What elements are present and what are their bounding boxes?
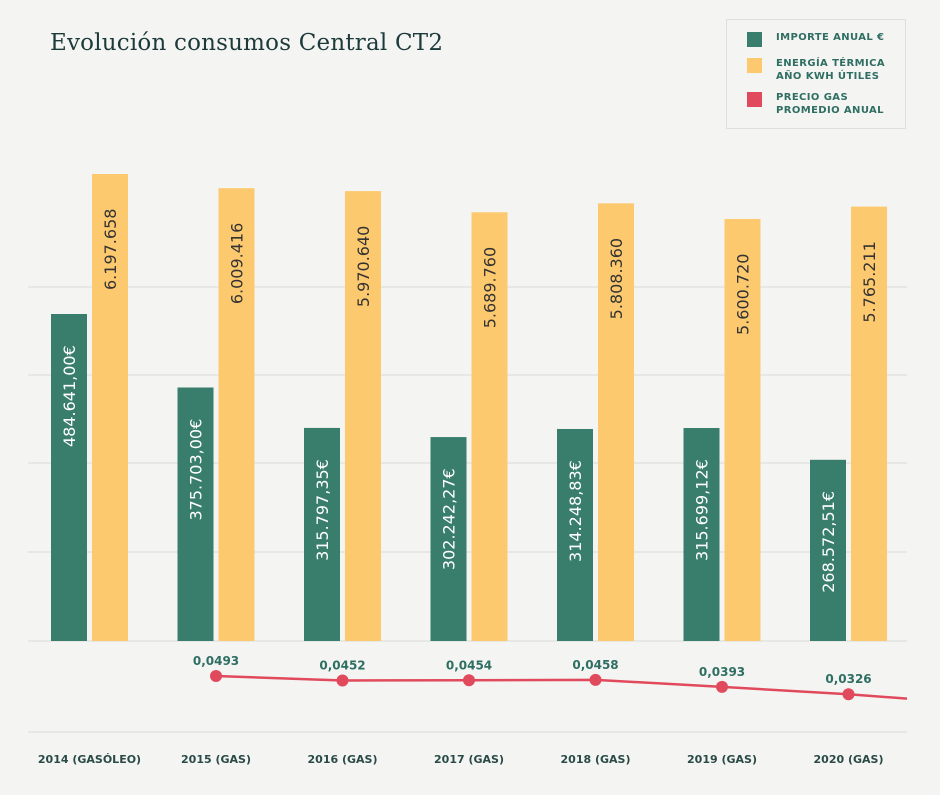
bar-label-importe: 314.248,83€	[566, 460, 585, 562]
bar-importe	[430, 437, 467, 641]
bar-layer: 484.641,00€ 6.197.658 375.703,00€ 6.009.416…	[51, 174, 887, 642]
legend-swatch-importe	[747, 32, 762, 47]
bar-energia	[851, 206, 887, 641]
bar-energia	[92, 174, 128, 641]
bar-label-energia: 6.009.416	[228, 223, 247, 304]
bar-energia	[218, 188, 255, 641]
bar-importe	[557, 428, 593, 641]
bar-label-energia: 5.689.760	[481, 247, 500, 328]
legend-item-importe: IMPORTE ANUAL €	[747, 31, 894, 47]
x-tick-label: 2020 (GAS)	[814, 753, 884, 766]
bar-label-importe: 484.641,00€	[60, 345, 79, 447]
bar-importe	[304, 427, 340, 641]
legend-label-precio-gas: PRECIO GAS PROMEDIO ANUAL	[776, 92, 884, 116]
bar-label-importe: 268.572,51€	[819, 491, 838, 593]
gas-price-label: 0,0393	[699, 665, 745, 679]
gas-price-point	[210, 670, 222, 682]
legend-item-energia: ENERGÍA TÉRMICA AÑO KWH ÚTILES	[747, 57, 894, 83]
x-tick-label: 2016 (GAS)	[308, 753, 378, 766]
bar-energia	[471, 212, 508, 642]
bar-energia	[345, 191, 381, 641]
legend-item-precio-gas: PRECIO GAS PROMEDIO ANUAL	[747, 91, 894, 117]
bar-importe	[51, 314, 87, 641]
bar-label-energia: 5.808.360	[607, 238, 626, 319]
gas-price-label: 0,0452	[319, 658, 365, 672]
bar-label-importe: 315.797,35€	[313, 459, 332, 561]
gas-price-line	[215, 674, 908, 700]
bar-energia	[724, 218, 761, 641]
bar-label-importe: 315.699,12€	[693, 459, 712, 561]
line-layer: 0,0493 0,0452 0,0454 0,0458 0,0393 0,0326	[193, 654, 908, 701]
bar-label-energia: 5.765.211	[860, 241, 879, 322]
bar-label-energia: 6.197.658	[101, 209, 120, 290]
x-tick-label: 2015 (GAS)	[181, 753, 251, 766]
bar-label-importe: 375.703,00€	[187, 419, 206, 521]
x-tick-label: 2018 (GAS)	[561, 753, 631, 766]
legend-swatch-precio-gas	[747, 92, 762, 107]
gas-price-label: 0,0454	[446, 658, 492, 672]
bar-energia	[598, 203, 634, 641]
legend-label-importe: IMPORTE ANUAL €	[776, 32, 885, 43]
gas-price-label: 0,0458	[572, 658, 618, 672]
bar-importe	[810, 459, 846, 641]
x-tick-label: 2017 (GAS)	[434, 753, 504, 766]
chart-title: Evolución consumos Central CT2	[50, 30, 444, 56]
gas-price-point	[842, 688, 855, 701]
legend: IMPORTE ANUAL € ENERGÍA TÉRMICA AÑO KWH …	[726, 19, 906, 129]
gas-price-label: 0,0326	[825, 672, 871, 686]
gas-price-point	[463, 674, 475, 687]
bar-label-energia: 5.600.720	[734, 254, 753, 335]
bar-label-energia: 5.970.640	[354, 226, 373, 307]
x-tick-label: 2014 (GASÓLEO)	[38, 753, 141, 766]
bar-importe	[177, 387, 214, 641]
gas-price-point	[589, 673, 602, 686]
gas-price-label: 0,0493	[193, 654, 239, 668]
gas-price-point	[336, 674, 349, 687]
legend-label-energia: ENERGÍA TÉRMICA AÑO KWH ÚTILES	[776, 58, 885, 82]
x-axis: 2014 (GASÓLEO) 2015 (GAS) 2016 (GAS) 2017 (…	[38, 753, 884, 766]
x-tick-label: 2019 (GAS)	[687, 753, 757, 766]
bar-importe	[683, 427, 720, 641]
legend-swatch-energia	[747, 58, 762, 73]
gas-price-point	[716, 680, 728, 693]
bar-label-importe: 302.242,27€	[440, 468, 459, 570]
